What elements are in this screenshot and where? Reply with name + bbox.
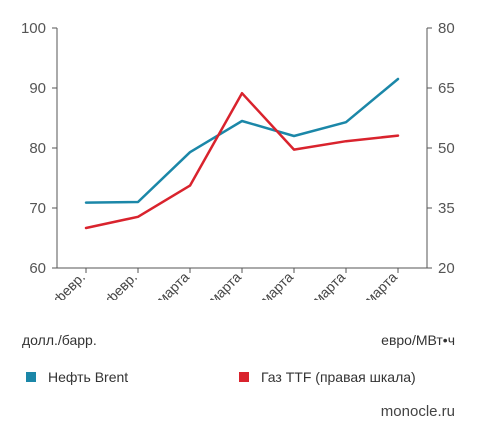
legend-item-ttf: Газ TTF (правая шкала)	[239, 369, 416, 385]
x-category-label: 4 марта	[249, 269, 296, 300]
legend-item-brent: Нефть Brent	[26, 369, 128, 385]
left-tick-label: 90	[29, 80, 46, 97]
right-tick-label: 80	[438, 20, 455, 37]
right-axis-unit: евро/МВт•ч	[381, 332, 455, 348]
legend-label-ttf: Газ TTF (правая шкала)	[261, 369, 416, 385]
chart-tick-labels: 60 20 70 35 80 50 90 65 100 80	[21, 20, 455, 277]
legend-label-brent: Нефть Brent	[48, 369, 129, 385]
chart-category-labels: 26 февр. 27 февр. 2 марта 3 марта 4 марта 5 м…	[36, 269, 400, 300]
x-category-label: 6 марта	[353, 269, 400, 300]
left-axis-unit: долл./барр.	[22, 332, 97, 348]
series-line-ttf	[84, 91, 400, 230]
x-category-label: 3 марта	[197, 269, 244, 300]
right-tick-label: 50	[438, 140, 455, 157]
chart-series-lines	[84, 77, 400, 230]
line-chart: 60 20 70 35 80 50 90 65 100 80 26 февр. 27 февр. 2 …	[21, 20, 455, 300]
x-category-label: 5 марта	[301, 269, 348, 300]
chart-axes	[52, 27, 432, 273]
right-tick-label: 20	[438, 260, 455, 277]
left-tick-label: 70	[29, 200, 46, 217]
left-tick-label: 100	[21, 20, 46, 37]
legend-swatch-brent	[26, 372, 36, 382]
x-category-label: 2 марта	[145, 269, 192, 300]
x-category-label: 27 февр.	[88, 269, 140, 300]
legend-swatch-ttf	[239, 372, 249, 382]
left-tick-label: 60	[29, 260, 46, 277]
right-tick-label: 35	[438, 200, 455, 217]
left-tick-label: 80	[29, 140, 46, 157]
series-line-brent	[84, 77, 400, 204]
right-tick-label: 65	[438, 80, 455, 97]
source-label: monocle.ru	[380, 403, 455, 420]
